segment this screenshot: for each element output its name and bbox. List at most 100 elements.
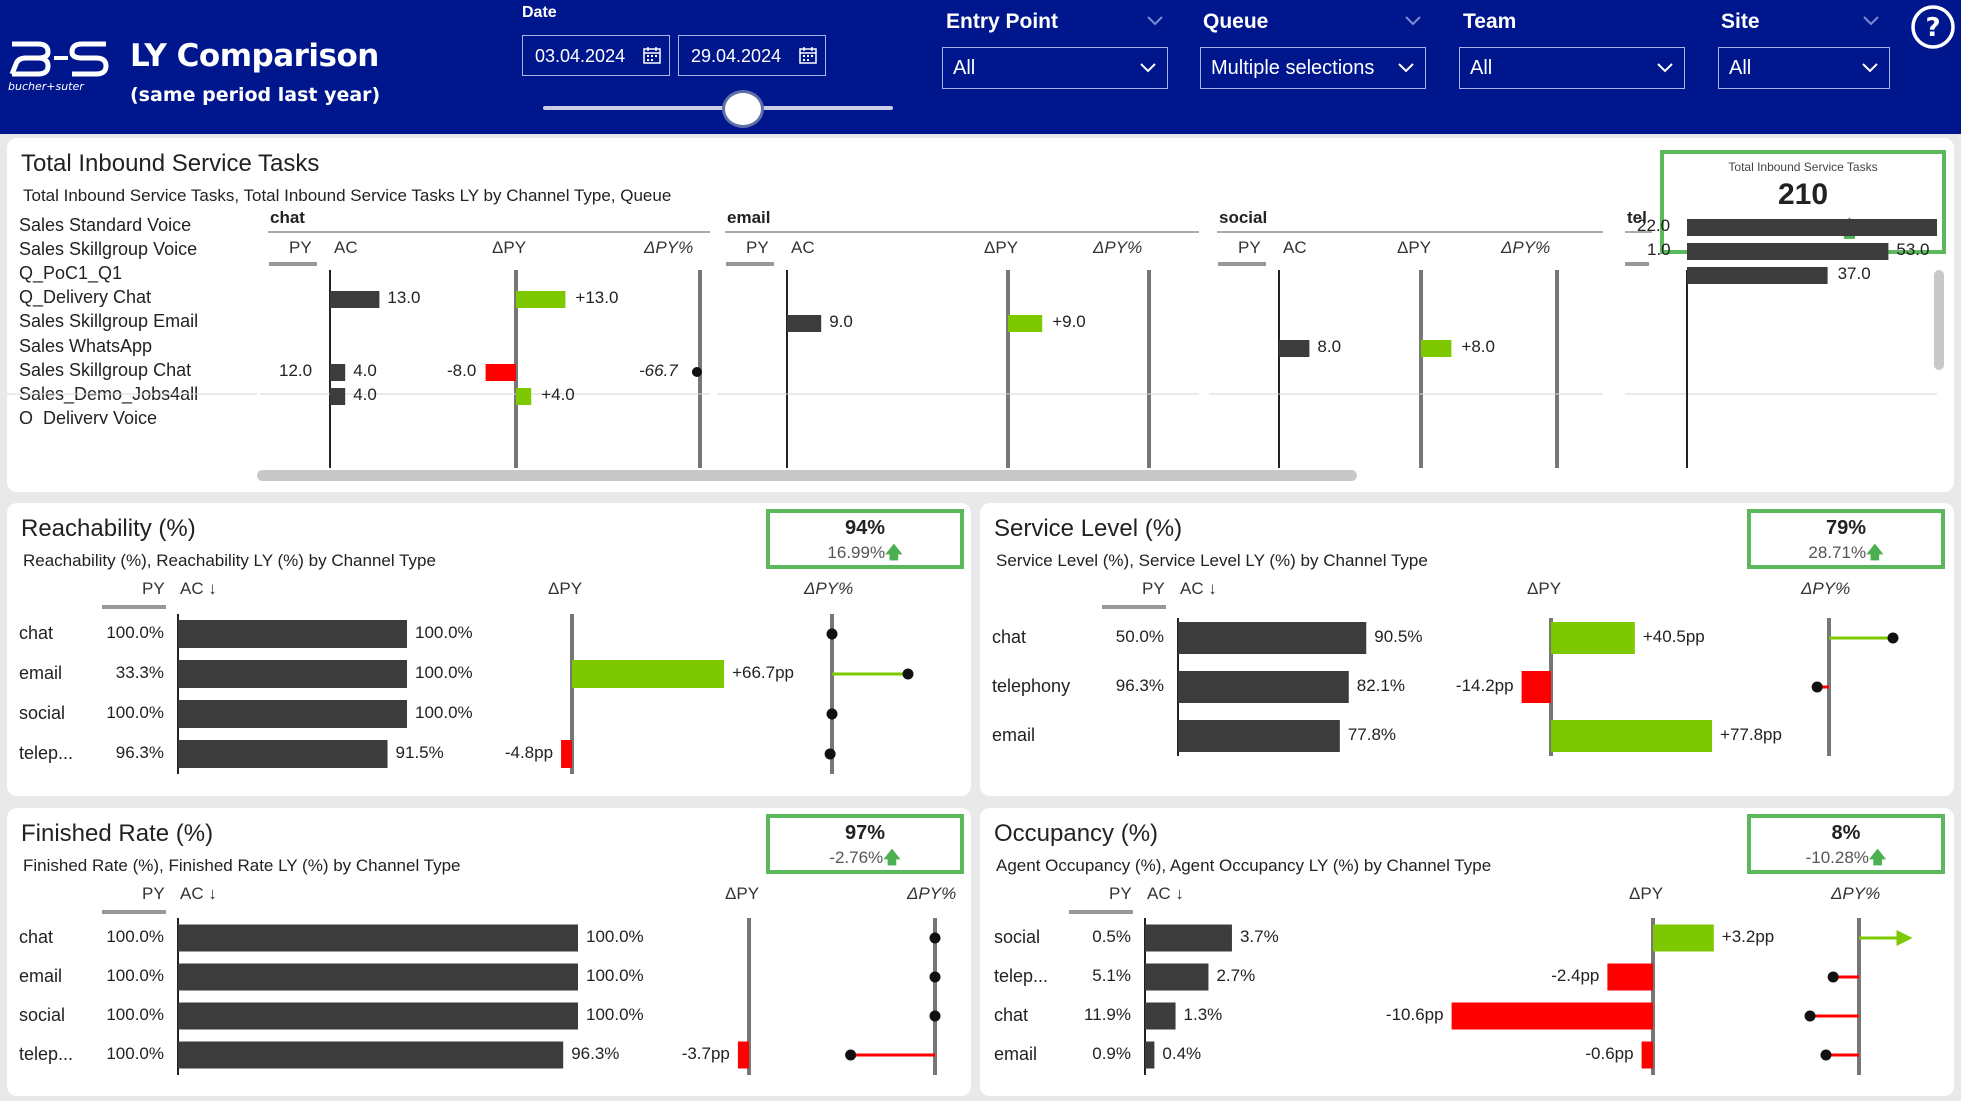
row-label: Q_PoC1_Q1	[19, 263, 123, 283]
ac-bar	[1178, 671, 1349, 703]
date-range-slider[interactable]	[543, 106, 893, 110]
row-label: Q_Delivery Voice	[19, 408, 158, 424]
chevron-down-icon[interactable]	[1146, 15, 1164, 27]
col-py: PY	[746, 238, 769, 257]
py-value: 11.9%	[1084, 1005, 1131, 1024]
dpy-pct-value: -66.7	[639, 361, 678, 380]
col-ac: AC	[1283, 238, 1307, 257]
kpi-delta-row: 28.71% 🡅	[1751, 540, 1941, 569]
dpy-pct-dot	[692, 367, 702, 377]
col-dpy-pct: ΔPY%	[1831, 884, 1881, 903]
entry-point-dropdown[interactable]: All	[942, 47, 1168, 89]
ac-bar	[787, 315, 822, 332]
service-subtitle: Service Level (%), Service Level LY (%) …	[996, 551, 1428, 570]
vertical-scrollbar[interactable]	[1934, 270, 1944, 370]
row-label: social	[19, 703, 66, 723]
queue-dropdown[interactable]: Multiple selections	[1200, 47, 1426, 89]
dpy-pct-dot	[1811, 681, 1823, 693]
dpy-bar	[485, 364, 516, 381]
dpy-value: -4.8pp	[504, 743, 554, 762]
py-underline	[1218, 262, 1266, 266]
dpy-bar	[516, 291, 566, 308]
filter-label-queue: Queue	[1203, 10, 1269, 33]
date-to-input[interactable]: 29.04.2024	[678, 35, 826, 76]
ac-bar	[178, 1002, 578, 1030]
py-underline	[1069, 910, 1133, 914]
py-value: 100.0%	[106, 1005, 164, 1024]
calendar-icon[interactable]	[643, 46, 661, 64]
dpy-bar	[1641, 1041, 1653, 1069]
chevron-down-icon	[1398, 63, 1414, 73]
dpy-value: +3.2pp	[1721, 927, 1775, 946]
dpy-value: +9.0	[1052, 312, 1086, 331]
help-icon[interactable]: ?	[1910, 4, 1956, 50]
ac-bar	[330, 364, 346, 381]
filter-label-site: Site	[1721, 10, 1760, 33]
row-label: Sales Skillgroup Chat	[19, 360, 192, 380]
dpy-value: -10.6pp	[1385, 1005, 1444, 1024]
py-underline	[269, 262, 317, 266]
reach-subtitle: Reachability (%), Reachability LY (%) by…	[23, 551, 436, 570]
py-value: 96.3%	[1115, 676, 1164, 695]
ac-bar	[178, 963, 578, 991]
ac-bar	[1687, 219, 1937, 236]
col-dpy: ΔPY	[548, 579, 583, 598]
row-label: telephony	[992, 676, 1071, 696]
ac-value: 91.5%	[395, 743, 444, 762]
finished-rate-panel: Finished Rate (%) Finished Rate (%), Fini…	[7, 808, 971, 1096]
chevron-down-icon[interactable]	[1862, 15, 1880, 27]
group-header: social	[1219, 208, 1268, 227]
row-label: Sales Skillgroup Email	[19, 311, 199, 331]
ac-value: 37.0	[1837, 264, 1871, 283]
row-label: chat	[19, 623, 54, 643]
col-py: PY	[1109, 884, 1132, 903]
col-dpy-pct: ΔPY%	[644, 238, 694, 257]
ac-bar	[1145, 1041, 1155, 1069]
py-value: 100.0%	[106, 927, 164, 946]
finished-subtitle: Finished Rate (%), Finished Rate LY (%) …	[23, 856, 461, 875]
reach-chart	[102, 605, 914, 774]
ac-value: 90.5%	[1374, 627, 1423, 646]
row-label: chat	[994, 1005, 1029, 1025]
date-from-input[interactable]: 03.04.2024	[522, 35, 670, 76]
inbound-chart	[7, 219, 1937, 468]
ac-bar	[178, 740, 388, 768]
dpy-bar	[1653, 924, 1714, 952]
site-value: All	[1729, 57, 1752, 79]
site-dropdown[interactable]: All	[1718, 47, 1890, 89]
date-to-value: 29.04.2024	[691, 46, 782, 66]
ac-value: 100.0%	[415, 703, 473, 722]
col-dpy-pct: ΔPY%	[1093, 238, 1143, 257]
chevron-down-icon[interactable]	[1404, 15, 1422, 27]
ac-value: 2.7%	[1216, 966, 1256, 985]
ac-value: 9.0	[829, 312, 853, 331]
ac-bar	[1145, 1002, 1176, 1030]
dpy-value: -14.2pp	[1455, 676, 1514, 695]
col-dpy: ΔPY	[1527, 579, 1562, 598]
horizontal-scrollbar[interactable]	[257, 470, 1357, 481]
dpy-bar	[561, 740, 572, 768]
row-label: chat	[992, 627, 1027, 647]
occupancy-kpi-card: 8% -10.28% 🡅	[1747, 814, 1945, 874]
finished-kpi-card: 97% -2.76% 🡅	[766, 814, 964, 874]
ac-bar	[178, 1041, 564, 1069]
entry-point-value: All	[953, 57, 976, 79]
dpy-value: +13.0	[575, 288, 619, 307]
py-value: 1.0	[1647, 240, 1671, 259]
dpy-pct-dot	[1887, 632, 1899, 644]
calendar-icon[interactable]	[799, 46, 817, 64]
py-value: 0.9%	[1092, 1044, 1131, 1063]
page-subtitle: (same period last year)	[130, 84, 381, 106]
ac-value: 4.0	[353, 361, 377, 380]
ac-bar	[178, 620, 407, 648]
ac-bar	[178, 700, 407, 728]
row-label: social	[19, 1005, 66, 1025]
row-label: email	[994, 1044, 1038, 1064]
dpy-bar	[516, 388, 532, 405]
dpy-value: -3.7pp	[681, 1044, 730, 1063]
dpy-pct-dot	[1820, 1049, 1832, 1061]
team-dropdown[interactable]: All	[1459, 47, 1685, 89]
dpy-pct-dot	[902, 668, 914, 680]
ac-bar	[1178, 720, 1340, 752]
date-range-slider-handle[interactable]	[722, 90, 764, 128]
